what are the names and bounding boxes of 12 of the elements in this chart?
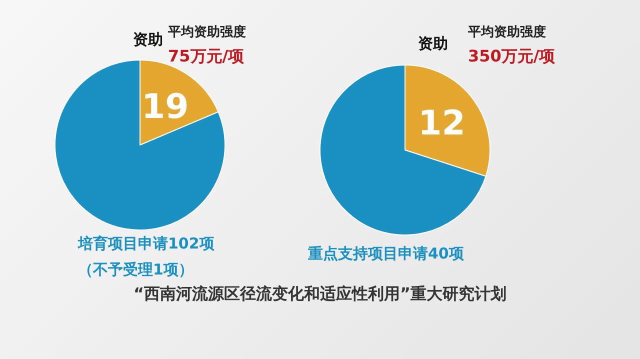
slice-label: 资助 [418,34,448,52]
text: 平均资助强度 [167,24,246,40]
text: （不予受理1项） [78,260,194,278]
data-label: 12 [418,103,466,144]
data-label: 19 [141,87,189,128]
text: 重点支持项目申请40项 [307,244,465,262]
text: 75万元/项 [168,46,246,66]
text: “西南河流源区径流变化和适应性利用”重大研究计划 [132,284,508,305]
text: 培育项目申请102项 [77,234,216,252]
slice-label: 资助 [133,30,163,48]
text: 平均资助强度 [467,24,546,40]
text: 350万元/项 [468,46,556,66]
